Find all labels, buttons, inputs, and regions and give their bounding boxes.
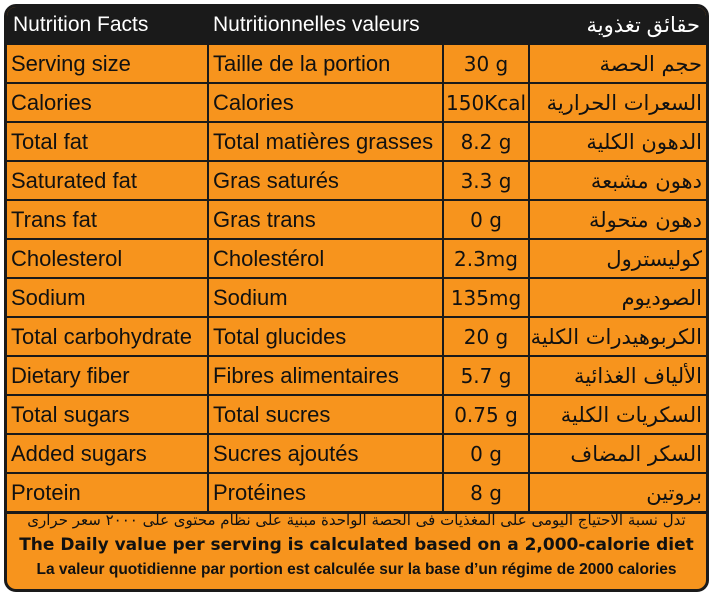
daily-value-footnote: تدل نسبة الاحتياج اليومى على المغذيات فى… (7, 491, 706, 589)
nutrient-value: 8.2 g (442, 121, 530, 162)
nutrient-name-en: Saturated fat (7, 160, 209, 201)
nutrient-name-en: Total carbohydrate (7, 316, 209, 357)
nutrient-name-en: Protein (7, 472, 209, 514)
table-row: Saturated fat Gras saturés 3.3 g دهون مش… (7, 160, 706, 201)
nutrient-name-fr: Cholestérol (207, 238, 444, 279)
nutrient-name-ar: حجم الحصة (528, 45, 706, 84)
table-row: Added sugars Sucres ajoutés 0 g السكر ال… (7, 433, 706, 474)
nutrient-name-en: Sodium (7, 277, 209, 318)
nutrient-name-ar: الصوديوم (528, 277, 706, 318)
nutrition-table: Serving size Taille de la portion 30 g ح… (7, 45, 706, 514)
nutrient-name-ar: دهون متحولة (528, 199, 706, 240)
footnote-en: The Daily value per serving is calculate… (19, 535, 694, 555)
nutrient-name-fr: Total sucres (207, 394, 444, 435)
header-title-en: Nutrition Facts (13, 13, 149, 36)
table-row: Total fat Total matières grasses 8.2 g ا… (7, 121, 706, 162)
table-row: Trans fat Gras trans 0 g دهون متحولة (7, 199, 706, 240)
nutrient-value: 150Kcal (442, 82, 530, 123)
table-row: Sodium Sodium 135mg الصوديوم (7, 277, 706, 318)
header-title-ar: حقائق تغذوية (586, 14, 700, 37)
nutrient-name-en: Total sugars (7, 394, 209, 435)
nutrient-value: 8 g (442, 472, 530, 514)
nutrient-name-en: Cholesterol (7, 238, 209, 279)
nutrient-name-en: Serving size (7, 45, 209, 84)
nutrient-name-en: Added sugars (7, 433, 209, 474)
nutrient-name-ar: السكر المضاف (528, 433, 706, 474)
nutrient-value: 0 g (442, 433, 530, 474)
table-row: Calories Calories 150Kcal السعرات الحرار… (7, 82, 706, 123)
table-row: Cholesterol Cholestérol 2.3mg كوليسترول (7, 238, 706, 279)
table-row: Dietary fiber Fibres alimentaires 5.7 g … (7, 355, 706, 396)
nutrient-value: 2.3mg (442, 238, 530, 279)
table-row: Total sugars Total sucres 0.75 g السكريا… (7, 394, 706, 435)
nutrient-value: 3.3 g (442, 160, 530, 201)
nutrient-name-fr: Total glucides (207, 316, 444, 357)
nutrient-name-ar: السعرات الحرارية (528, 82, 706, 123)
header-title-fr: Nutritionnelles valeurs (213, 13, 420, 36)
nutrient-name-en: Total fat (7, 121, 209, 162)
nutrient-name-fr: Gras trans (207, 199, 444, 240)
nutrient-value: 0 g (442, 199, 530, 240)
nutrient-value: 5.7 g (442, 355, 530, 396)
footnote-fr: La valeur quotidienne par portion est ca… (36, 561, 677, 578)
nutrient-name-ar: السكريات الكلية (528, 394, 706, 435)
table-row: Protein Protéines 8 g بروتين (7, 472, 706, 514)
nutrient-name-ar: بروتين (528, 472, 706, 514)
nutrient-name-ar: الكربوهيدرات الكلية (528, 316, 706, 357)
nutrition-label: Nutrition Facts Nutritionnelles valeurs … (4, 4, 709, 592)
nutrition-header: Nutrition Facts Nutritionnelles valeurs … (7, 7, 706, 45)
nutrient-value: 20 g (442, 316, 530, 357)
nutrient-name-fr: Taille de la portion (207, 45, 444, 84)
nutrient-name-fr: Protéines (207, 472, 444, 514)
footnote-ar: تدل نسبة الاحتياج اليومى على المغذيات فى… (27, 511, 686, 529)
nutrient-value: 30 g (442, 45, 530, 84)
nutrient-name-fr: Calories (207, 82, 444, 123)
nutrient-name-en: Trans fat (7, 199, 209, 240)
nutrient-name-en: Calories (7, 82, 209, 123)
nutrient-value: 0.75 g (442, 394, 530, 435)
nutrient-name-ar: دهون مشبعة (528, 160, 706, 201)
nutrient-name-fr: Sodium (207, 277, 444, 318)
nutrient-name-fr: Total matières grasses (207, 121, 444, 162)
nutrient-value: 135mg (442, 277, 530, 318)
nutrient-name-fr: Sucres ajoutés (207, 433, 444, 474)
table-row: Serving size Taille de la portion 30 g ح… (7, 45, 706, 84)
nutrient-name-en: Dietary fiber (7, 355, 209, 396)
nutrient-name-fr: Fibres alimentaires (207, 355, 444, 396)
nutrient-name-fr: Gras saturés (207, 160, 444, 201)
nutrient-name-ar: الألياف الغذائية (528, 355, 706, 396)
table-row: Total carbohydrate Total glucides 20 g ا… (7, 316, 706, 357)
nutrient-name-ar: الدهون الكلية (528, 121, 706, 162)
nutrient-name-ar: كوليسترول (528, 238, 706, 279)
